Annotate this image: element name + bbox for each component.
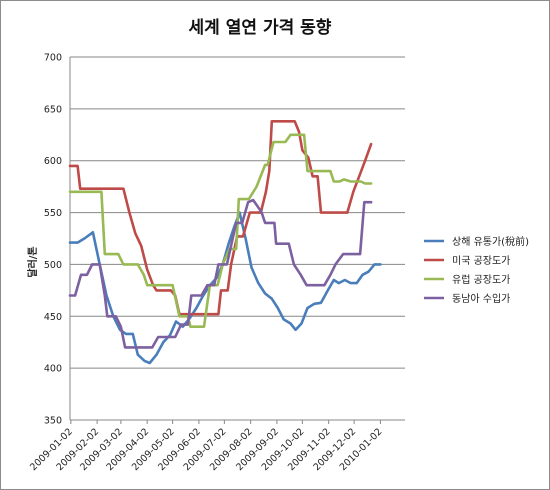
y-tick-label: 350 — [44, 416, 62, 427]
plot-area: 3504004505005506006507002009-01-022009-0… — [28, 53, 405, 473]
legend-label-2: 미국 공장도가 — [452, 255, 510, 267]
y-tick-label: 700 — [44, 53, 62, 64]
series-line-3 — [68, 133, 373, 329]
y-tick-label: 450 — [44, 312, 62, 323]
chart-title: 세계 열연 가격 동향 — [189, 17, 332, 38]
series-line-2 — [68, 120, 373, 316]
y-axis-label: 달러/톤 — [26, 246, 39, 277]
legend-label-3: 유럽 공장도가 — [452, 274, 510, 286]
y-tick-label: 500 — [44, 260, 62, 271]
series-line-1 — [68, 211, 382, 365]
series-line-4 — [68, 198, 373, 349]
legend-label-4: 동남아 수입가 — [452, 292, 510, 305]
y-tick-label: 650 — [44, 104, 62, 115]
legend-label-1: 상해 유통가(稅前) — [452, 235, 529, 248]
y-tick-label: 600 — [44, 156, 62, 167]
y-tick-label: 550 — [44, 208, 62, 219]
y-tick-label: 400 — [44, 364, 62, 375]
